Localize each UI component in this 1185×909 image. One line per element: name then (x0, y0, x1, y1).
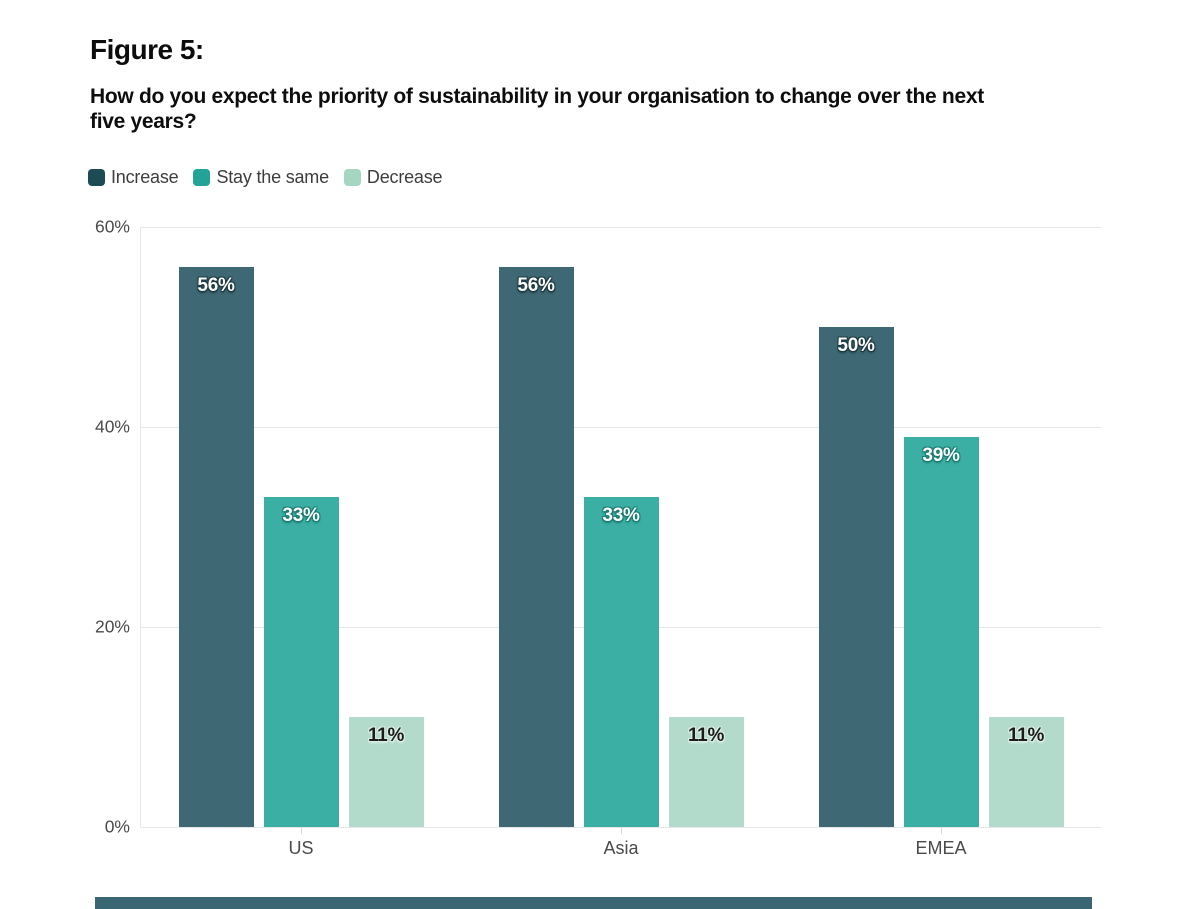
chart-legend: Increase Stay the same Decrease (88, 167, 443, 188)
bar-value-label-asia-stay-the-same: 33% (602, 505, 640, 526)
gridline-40 (141, 427, 1101, 428)
legend-label-stay-the-same: Stay the same (216, 167, 329, 187)
bar-value-label-emea-increase: 50% (837, 335, 875, 356)
figure-question-line1: How do you expect the priority of sustai… (90, 85, 984, 108)
bar-asia-stay-the-same: 33% (583, 497, 659, 827)
bar-value-label-us-increase: 56% (197, 275, 235, 296)
legend-swatch-increase (88, 169, 105, 186)
legend-label-decrease: Decrease (366, 167, 443, 187)
y-tick-label-60: 60% (94, 216, 130, 237)
category-label-emea: EMEA (915, 838, 967, 858)
y-tick-label-40: 40% (94, 416, 130, 437)
bar-us-increase: 56% (178, 267, 254, 827)
bar-value-label-asia-increase: 56% (517, 275, 555, 296)
legend-swatch-decrease (343, 169, 361, 186)
bar-value-label-emea-stay-the-same: 39% (922, 445, 960, 466)
footer-accent-rule (95, 897, 1092, 909)
bar-emea-increase: 50% (818, 327, 894, 827)
chart-plot-area: 56% 33% 11% US 56% 33% 11% Asia 50% 39% 11% EMEA (140, 227, 1101, 858)
x-tick-asia (621, 827, 622, 834)
bar-emea-stay-the-same: 39% (903, 437, 979, 827)
y-tick-label-0: 0% (104, 816, 130, 837)
category-label-asia: Asia (603, 838, 639, 858)
bar-us-decrease: 11% (348, 717, 424, 827)
bar-us-stay-the-same: 33% (263, 497, 339, 827)
figure-question-line2: five years? (90, 110, 197, 133)
category-label-us: US (288, 838, 314, 858)
legend-item-decrease: Decrease (343, 167, 443, 188)
bar-group-asia: 56% 33% 11% (498, 267, 744, 827)
bar-group-us: 56% 33% 11% (178, 267, 424, 827)
legend-swatch-stay-the-same (193, 169, 211, 186)
bar-value-label-asia-decrease: 11% (687, 725, 725, 746)
figure-number-title: Figure 5: (90, 34, 204, 65)
legend-label-increase: Increase (111, 167, 179, 187)
bar-asia-decrease: 11% (668, 717, 744, 827)
bar-value-label-us-stay-the-same: 33% (282, 505, 320, 526)
legend-item-stay-the-same: Stay the same (193, 167, 329, 188)
y-tick-label-20: 20% (94, 616, 130, 637)
x-tick-us (301, 827, 302, 834)
figure-question: How do you expect the priority of sustai… (90, 84, 1100, 134)
bar-value-label-emea-decrease: 11% (1007, 725, 1045, 746)
bar-group-emea: 50% 39% 11% (818, 327, 1064, 827)
x-tick-emea (941, 827, 942, 834)
gridline-60 (141, 227, 1101, 228)
bar-value-label-us-decrease: 11% (367, 725, 405, 746)
y-axis-labels: 60% 40% 20% 0% (0, 217, 130, 837)
bar-asia-increase: 56% (498, 267, 574, 827)
legend-item-increase: Increase (88, 167, 179, 188)
bar-emea-decrease: 11% (988, 717, 1064, 827)
